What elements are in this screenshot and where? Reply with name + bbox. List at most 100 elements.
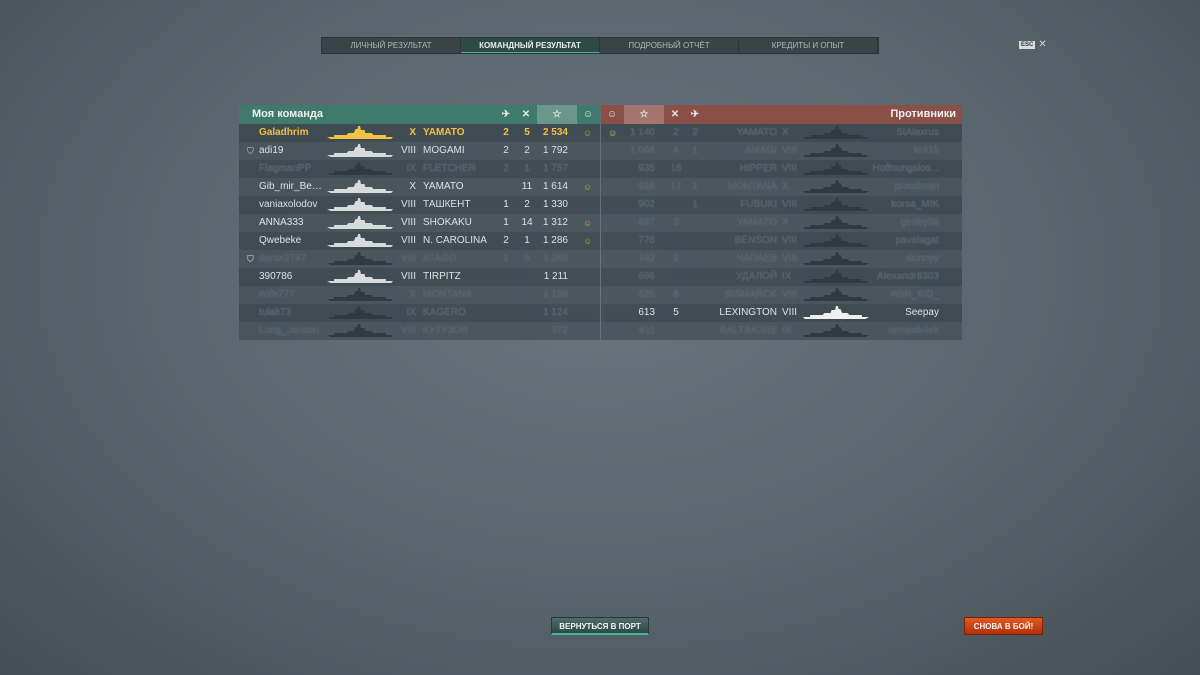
base-xp-score: 926: [638, 181, 655, 192]
ships-destroyed: 4: [673, 145, 679, 156]
ship-silhouette-icon: [327, 126, 393, 139]
base-xp-score: 696: [638, 271, 655, 282]
planes-destroyed: 2: [692, 127, 698, 138]
player-name: temasik4ek: [888, 325, 939, 336]
base-xp-score: 1 140: [629, 127, 655, 138]
ships-destroyed: 2: [673, 127, 679, 138]
ship-silhouette-icon: [803, 180, 869, 193]
enemy-row[interactable]: 1 068 4 1 AMAGI VIII kr415: [601, 142, 962, 160]
enemy-row[interactable]: 742 2 ЧАПАЕВ VIII skinnyy: [601, 250, 962, 268]
ship-name: YAMATO: [423, 181, 464, 192]
star-icon[interactable]: ☆: [537, 105, 577, 124]
enemy-row[interactable]: 611 BALTIMORE IX temasik4ek: [601, 322, 962, 340]
enemies-title: Противники: [890, 108, 956, 120]
my-team-row[interactable]: 390786 VIII TIRPITZ 1 211: [239, 268, 600, 286]
ship-tier: VIII: [400, 325, 416, 336]
ship-silhouette-icon: [327, 324, 393, 337]
base-xp-score: 1 312: [542, 217, 568, 228]
my-team-row[interactable]: Qwebeke VIII N. CAROLINA 2 1 1 286 ☺: [239, 232, 600, 250]
my-team-row[interactable]: nofx777 X MONTANA 1 168: [239, 286, 600, 304]
ship-silhouette-icon: [327, 306, 393, 319]
tab-3[interactable]: КРЕДИТЫ И ОПЫТ: [739, 38, 878, 53]
player-name: korsa_MIK: [891, 199, 939, 210]
my-team-panel: Моя команда ✈ ✕ ☆ ☺ Galadhrim X YAMATO 2 5 2 …: [239, 105, 600, 340]
base-xp-score: 1 757: [542, 163, 568, 174]
ships-destroyed: 1: [524, 163, 530, 174]
base-xp-score: 1 792: [542, 145, 568, 156]
my-team-row[interactable]: ⛉ dante2747 VIII ATAGO 1 5 1 285: [239, 250, 600, 268]
player-name: tulak73: [259, 307, 292, 318]
enemy-row[interactable]: 776 BENSON VIII pavelagat: [601, 232, 962, 250]
close-button[interactable]: ESC ✕: [1019, 39, 1047, 50]
player-name: vaniaxolodov: [259, 199, 318, 210]
player-name: Seepay: [905, 307, 939, 318]
enemy-row[interactable]: 902 1 FUBUKI VIII korsa_MIK: [601, 196, 962, 214]
tab-0[interactable]: ЛИЧНЫЙ РЕЗУЛЬТАТ: [322, 38, 461, 53]
medal-icon: ☺: [583, 236, 593, 246]
player-name: Long_Jonson: [259, 325, 320, 336]
ship-tier: VIII: [782, 289, 798, 300]
my-team-row[interactable]: Galadhrim X YAMATO 2 5 2 534 ☺: [239, 124, 600, 142]
player-name: 390786: [259, 271, 293, 282]
ship-tier: VIII: [782, 199, 798, 210]
ship-tier: VIII: [400, 271, 416, 282]
my-team-row[interactable]: ⛉ adi19 VIII MOGAMI 2 2 1 792: [239, 142, 600, 160]
ship-name: FLETCHER: [423, 163, 476, 174]
planes-destroyed: 2: [503, 145, 509, 156]
my-team-row[interactable]: Gib_mir_Ben... X YAMATO 11 1 614 ☺: [239, 178, 600, 196]
ship-name: ЧАПАЕВ: [736, 253, 777, 264]
my-team-row[interactable]: vaniaxolodov VIII ТАШКЕНТ 1 2 1 330: [239, 196, 600, 214]
ship-silhouette-icon: [327, 144, 393, 157]
planes-destroyed: 1: [692, 181, 698, 192]
player-name: FlagmanPP: [259, 163, 312, 174]
ship-tier: X: [782, 127, 789, 138]
battle-again-button[interactable]: СНОВА В БОЙ!: [964, 617, 1043, 635]
player-name: WaR_KiD_: [889, 289, 939, 300]
player-name: Galadhrim: [259, 127, 309, 138]
ship-tier: X: [409, 181, 416, 192]
star-icon[interactable]: ☆: [624, 105, 664, 124]
player-name: pavelagat: [895, 235, 939, 246]
ship-tier: VIII: [782, 145, 798, 156]
enemy-row[interactable]: 696 УДАЛОЙ IX Alexandr8303: [601, 268, 962, 286]
ship-tier: IX: [782, 271, 792, 282]
ship-name: КУТУЗОВ: [423, 325, 468, 336]
ship-tier: VIII: [782, 235, 798, 246]
medal-icon: ☺: [583, 182, 593, 192]
my-team-row[interactable]: FlagmanPP IX FLETCHER 2 1 1 757: [239, 160, 600, 178]
ship-silhouette-icon: [803, 306, 869, 319]
tab-1[interactable]: КОМАНДНЫЙ РЕЗУЛЬТАТ: [461, 38, 600, 53]
plane-kill-icon: ✈: [501, 109, 511, 120]
my-team-row[interactable]: tulak73 IX KAGERO 1 124: [239, 304, 600, 322]
ship-silhouette-icon: [327, 270, 393, 283]
my-team-row[interactable]: Long_Jonson VIII КУТУЗОВ 372: [239, 322, 600, 340]
my-team-row[interactable]: ANNA333 VIII SHOKAKU 1 14 1 312 ☺: [239, 214, 600, 232]
medal-icon: ☺: [606, 109, 618, 120]
ship-name: BENSON: [734, 235, 777, 246]
return-to-port-button[interactable]: ВЕРНУТЬСЯ В ПОРТ: [551, 617, 649, 635]
planes-destroyed: 2: [503, 235, 509, 246]
enemy-row[interactable]: 625 8 BISMARCK VIII WaR_KiD_: [601, 286, 962, 304]
ships-destroyed: 8: [673, 289, 679, 300]
player-name: StAlaxrus: [896, 127, 939, 138]
enemy-row[interactable]: 613 5 LEXINGTON VIII Seepay: [601, 304, 962, 322]
base-xp-score: 742: [638, 253, 655, 264]
ship-name: AMAGI: [744, 145, 777, 156]
enemy-row[interactable]: 935 16 HIPPER VIII Hoffnungslos...: [601, 160, 962, 178]
ship-silhouette-icon: [327, 216, 393, 229]
base-xp-score: 1 068: [629, 145, 655, 156]
base-xp-score: 1 285: [542, 253, 568, 264]
ships-destroyed: 2: [524, 199, 530, 210]
player-name: adi19: [259, 145, 284, 156]
enemy-row[interactable]: ☺ 1 140 2 2 YAMATO X StAlaxrus: [601, 124, 962, 142]
division-icon: ⛉: [247, 146, 254, 156]
ship-name: ATAGO: [423, 253, 457, 264]
tab-2[interactable]: ПОДРОБНЫЙ ОТЧЁТ: [600, 38, 739, 53]
close-icon: ✕: [1038, 39, 1047, 50]
player-name: kr415: [913, 145, 939, 156]
ship-tier: X: [782, 181, 789, 192]
base-xp-score: 935: [638, 163, 655, 174]
ship-tier: X: [409, 289, 416, 300]
